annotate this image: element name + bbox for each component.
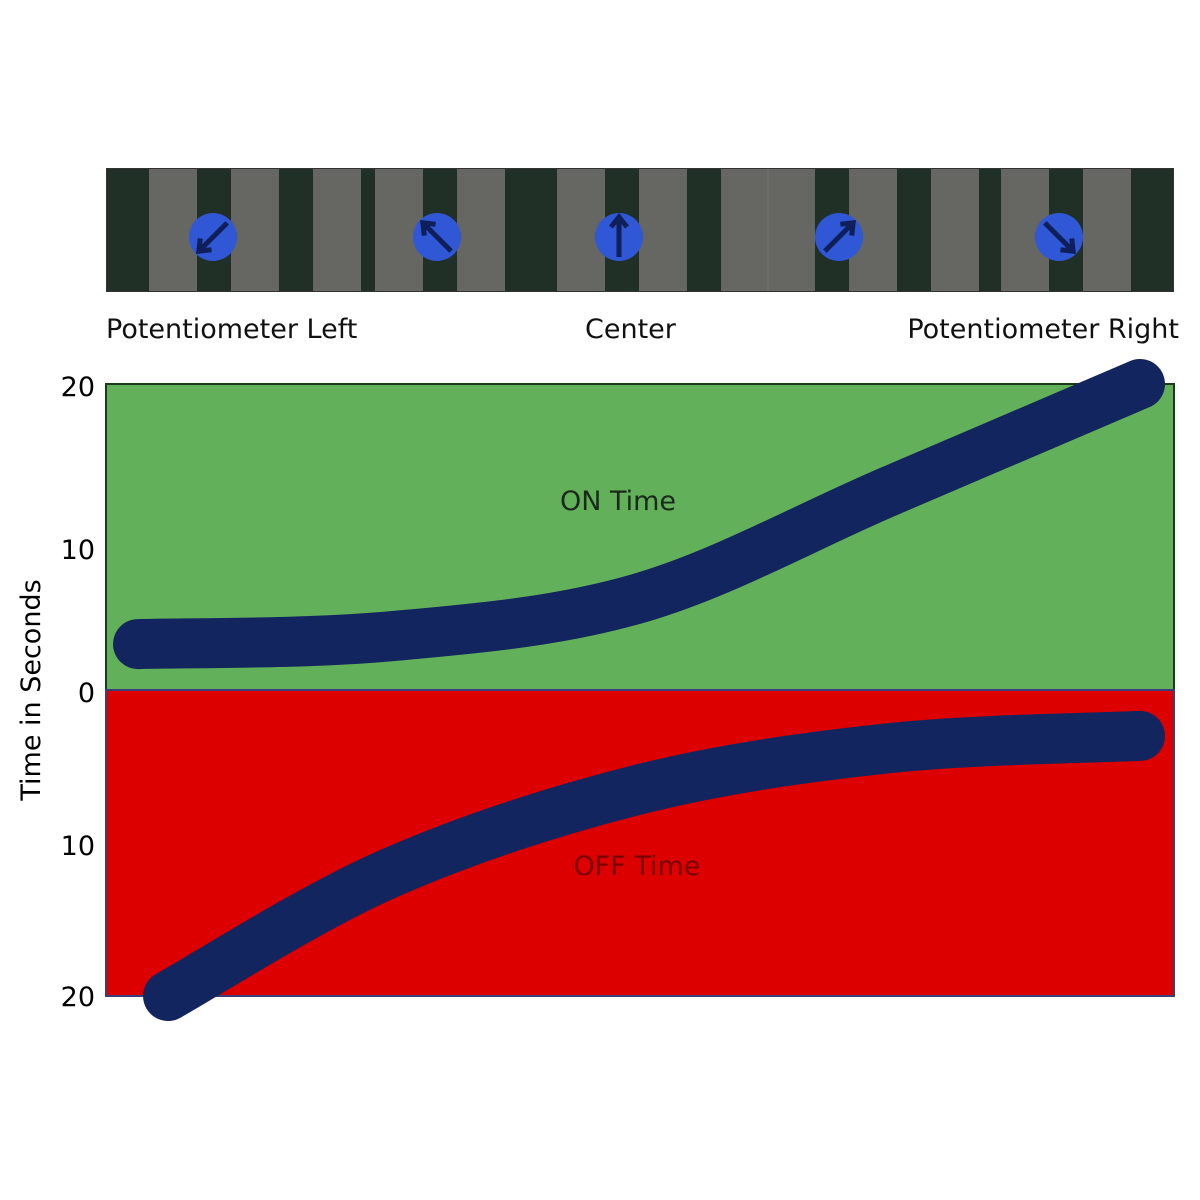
on-time-panel [106,384,1174,690]
on-time-label: ON Time [560,486,676,517]
off-time-label: OFF Time [574,851,701,882]
off-time-series-line [143,710,1165,1021]
y-tick-bottom-10: 10 [61,831,95,862]
knob-arrow [609,212,629,257]
strip-knobs [189,212,1083,261]
panel-slat [457,169,505,291]
potentiometer-left-label: Potentiometer Left [106,314,358,345]
panel-slat [767,169,815,291]
y-axis-label: Time in Seconds [16,579,47,801]
off-time-panel [106,690,1174,996]
panel-slat [149,169,197,291]
on-time-series-line [113,359,1165,670]
panel-slat [721,169,769,291]
panel-slat [639,169,687,291]
potentiometer-knob-icon [595,212,643,261]
y-tick-bottom-20: 20 [61,982,95,1013]
panel-slat [313,169,361,291]
potentiometer-center-label: Center [585,314,676,345]
series-lines [113,359,1165,1021]
y-tick-zero: 0 [78,678,95,709]
panel-slat [931,169,979,291]
strip-slats [149,169,1131,291]
panel-slat [231,169,279,291]
knob-arrow [196,221,229,254]
y-tick-top-10: 10 [61,535,95,566]
potentiometer-knob-icon [189,213,237,261]
knob-arrow [420,220,453,253]
photo-strip-drawing [107,169,1173,291]
potentiometer-knob-icon [413,213,461,261]
y-tick-top-20: 20 [61,372,95,403]
potentiometer-right-label: Potentiometer Right [907,314,1179,345]
panel-slat [1083,169,1131,291]
off-panel-border [105,689,1175,997]
knob-arrow [823,220,856,253]
knob-arrow [1043,221,1076,254]
potentiometer-photo-strip [106,168,1174,292]
potentiometer-knob-icon [815,213,863,261]
potentiometer-knob-icon [1035,213,1083,261]
on-panel-border [105,383,1175,691]
